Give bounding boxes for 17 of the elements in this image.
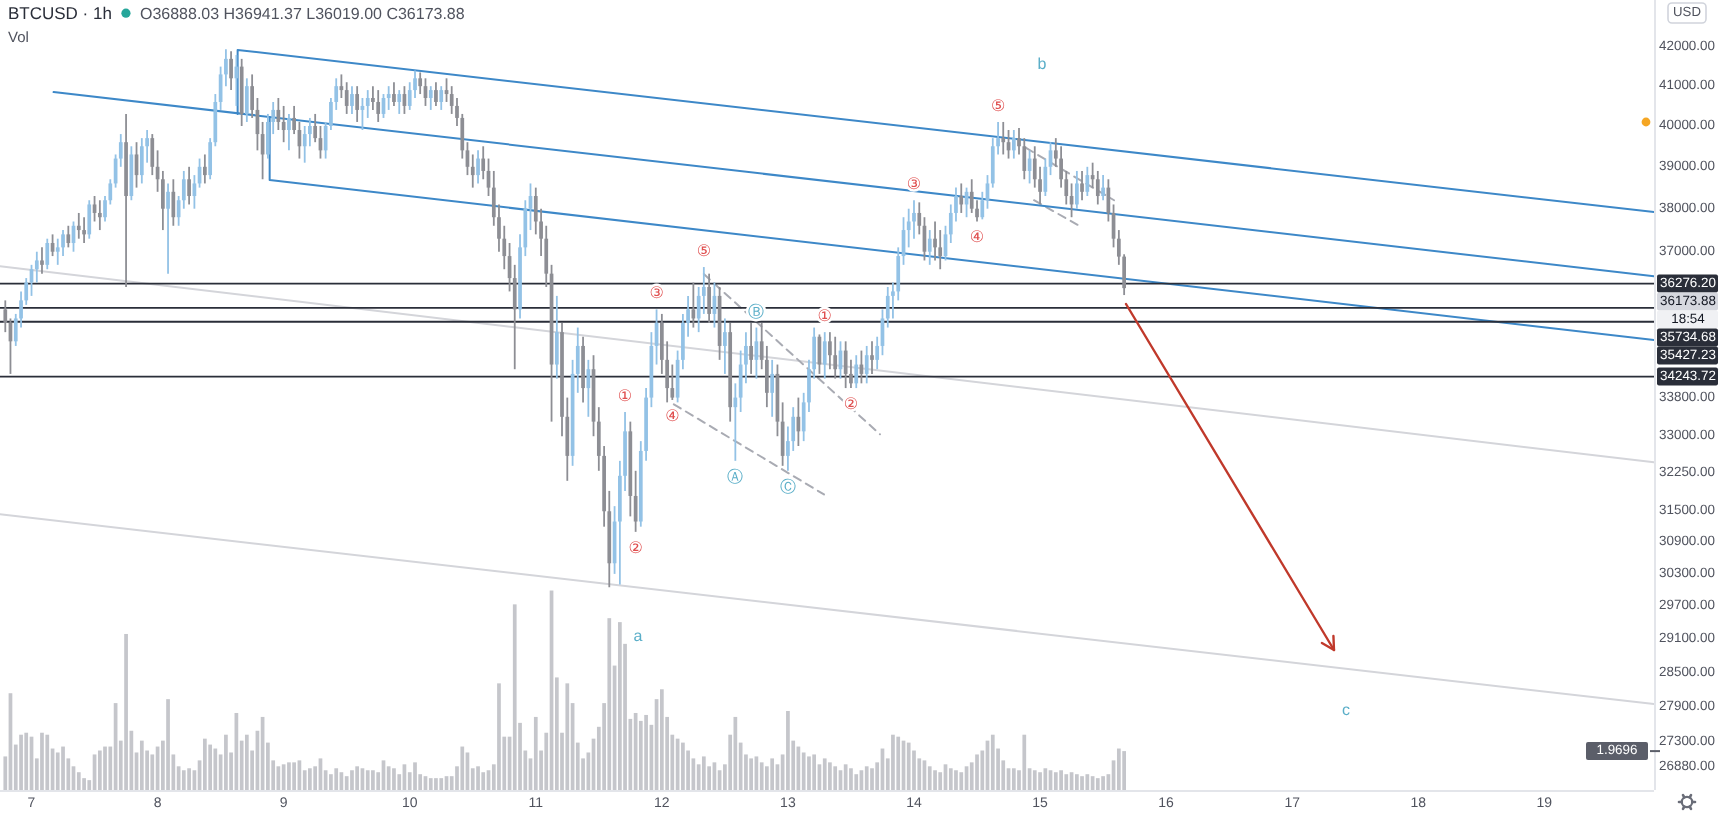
annotation: ② bbox=[628, 538, 643, 557]
annotation: ① bbox=[817, 307, 832, 326]
chart-title: BTCUSD · 1h bbox=[8, 3, 113, 23]
annotation: Ⓐ bbox=[727, 467, 744, 486]
chart-subtitle: O36888.03 H36941.37 L36019.00 C36173.88 bbox=[139, 5, 466, 23]
annotation: ③ bbox=[649, 284, 664, 303]
annotation: Ⓒ bbox=[779, 477, 796, 496]
annotation: ⑤ bbox=[990, 96, 1006, 115]
annotation: b bbox=[1037, 55, 1048, 73]
annotation: ④ bbox=[665, 406, 680, 425]
annotation: ② bbox=[843, 395, 859, 414]
annotation: ① bbox=[617, 386, 633, 405]
annotation: ③ bbox=[906, 175, 922, 194]
annotation: c bbox=[1342, 701, 1350, 719]
annotation: ⑤ bbox=[696, 242, 711, 261]
annotation: a bbox=[633, 627, 644, 645]
annotation: ④ bbox=[969, 228, 985, 247]
